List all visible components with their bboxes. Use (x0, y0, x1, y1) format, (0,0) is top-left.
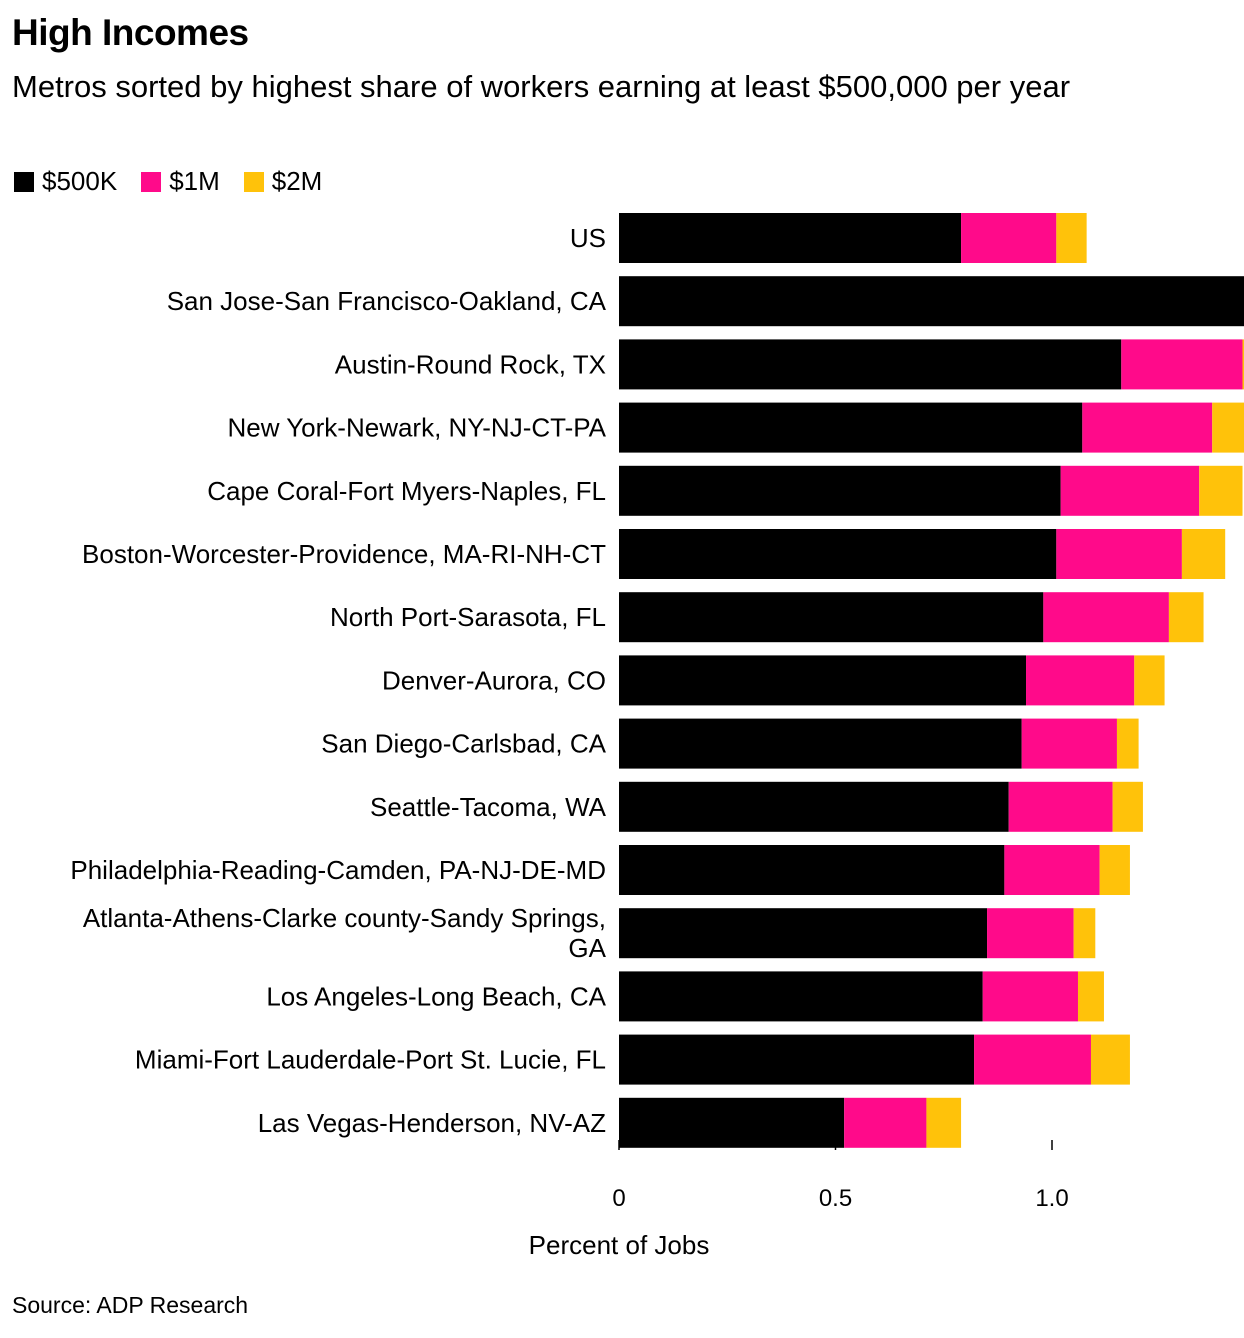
bar-2m-14 (926, 1097, 962, 1148)
category-label-1: San Jose-San Francisco-Oakland, CA (167, 286, 607, 316)
x-tick-label-1: 0.5 (819, 1185, 852, 1212)
bar-500k-1 (619, 276, 1244, 327)
bar-2m-11 (1073, 908, 1096, 959)
category-label-line: Cape Coral-Fort Myers-Naples, FL (207, 476, 606, 506)
category-label-line: Atlanta-Athens-Clarke county-Sandy Sprin… (83, 903, 606, 933)
chart-subtitle: Metros sorted by highest share of worker… (12, 69, 1071, 104)
bar-500k-5 (619, 529, 1057, 579)
category-label-line: US (570, 223, 606, 253)
bar-500k-6 (619, 592, 1044, 643)
category-label-line: North Port-Sarasota, FL (330, 602, 606, 632)
bar-2m-6 (1168, 592, 1204, 643)
x-axis-label: Percent of Jobs (529, 1230, 710, 1260)
bar-2m-2 (1242, 339, 1244, 390)
bar-1m-4 (1060, 465, 1200, 516)
bar-1m-12 (982, 971, 1078, 1022)
category-label-7: Denver-Aurora, CO (382, 665, 606, 695)
bar-2m-12 (1077, 971, 1104, 1022)
category-label-8: San Diego-Carlsbad, CA (321, 729, 606, 759)
category-label-line: Austin-Round Rock, TX (335, 349, 606, 379)
category-label-line: Los Angeles-Long Beach, CA (266, 981, 606, 1011)
category-label-line: Seattle-Tacoma, WA (370, 792, 607, 822)
legend-label-2m: $2M (271, 166, 323, 196)
bar-2m-9 (1112, 781, 1143, 832)
bar-1m-9 (1008, 781, 1113, 832)
bar-1m-3 (1082, 402, 1213, 453)
bar-2m-0 (1056, 213, 1087, 263)
x-tick-label-0: 0 (612, 1185, 625, 1212)
category-label-3: New York-Newark, NY-NJ-CT-PA (227, 413, 606, 443)
category-label-5: Boston-Worcester-Providence, MA-RI-NH-CT (82, 539, 606, 569)
bar-2m-5 (1181, 529, 1226, 579)
category-label-line: San Jose-San Francisco-Oakland, CA (167, 286, 607, 316)
legend-label-500k: $500K (42, 166, 118, 196)
category-label-0: US (570, 223, 606, 253)
bar-1m-11 (987, 908, 1074, 959)
category-label-line: Boston-Worcester-Providence, MA-RI-NH-CT (82, 539, 606, 569)
category-label-11: Atlanta-Athens-Clarke county-Sandy Sprin… (83, 903, 607, 963)
category-label-10: Philadelphia-Reading-Camden, PA-NJ-DE-MD (70, 855, 606, 885)
bar-2m-7 (1134, 655, 1165, 706)
category-label-13: Miami-Fort Lauderdale-Port St. Lucie, FL (135, 1045, 606, 1075)
bar-500k-7 (619, 655, 1027, 706)
chart-title: High Incomes (12, 12, 249, 53)
category-label-12: Los Angeles-Long Beach, CA (266, 981, 606, 1011)
bar-500k-13 (619, 1034, 975, 1085)
category-label-line: New York-Newark, NY-NJ-CT-PA (227, 413, 606, 443)
category-label-line: Miami-Fort Lauderdale-Port St. Lucie, FL (135, 1045, 606, 1075)
bar-500k-10 (619, 845, 1005, 895)
bar-500k-8 (619, 718, 1022, 769)
bar-500k-12 (619, 971, 983, 1022)
category-label-4: Cape Coral-Fort Myers-Naples, FL (207, 476, 606, 506)
bar-2m-3 (1212, 402, 1244, 453)
bar-500k-3 (619, 402, 1083, 453)
category-label-line: Philadelphia-Reading-Camden, PA-NJ-DE-MD (70, 855, 606, 885)
bar-500k-4 (619, 465, 1061, 516)
legend-item-2m: $2M (243, 166, 323, 197)
category-label-line: Las Vegas-Henderson, NV-AZ (258, 1108, 606, 1138)
category-label-line: San Diego-Carlsbad, CA (321, 729, 606, 759)
bar-2m-8 (1116, 718, 1139, 769)
bar-1m-0 (961, 213, 1057, 263)
legend-swatch-500k (14, 171, 34, 192)
bar-1m-6 (1043, 592, 1169, 643)
legend-swatch-2m (243, 171, 264, 192)
category-label-14: Las Vegas-Henderson, NV-AZ (258, 1108, 606, 1138)
bar-2m-10 (1099, 845, 1130, 895)
legend-swatch-1m (141, 171, 162, 192)
legend-item-500k: $500K (14, 166, 117, 197)
bar-1m-7 (1026, 655, 1135, 706)
category-label-9: Seattle-Tacoma, WA (370, 792, 607, 822)
bar-1m-14 (844, 1097, 927, 1148)
bar-500k-0 (619, 213, 962, 263)
source-note: Source: ADP Research (12, 1292, 249, 1318)
bar-500k-14 (619, 1097, 845, 1148)
bar-1m-10 (1004, 845, 1100, 895)
bar-1m-5 (1056, 529, 1182, 579)
bar-1m-2 (1121, 339, 1243, 390)
bar-500k-9 (619, 781, 1009, 832)
bar-2m-13 (1090, 1034, 1130, 1085)
bar-2m-4 (1199, 465, 1243, 516)
x-tick-label-2: 1.0 (1035, 1185, 1068, 1212)
category-label-line: Denver-Aurora, CO (382, 665, 606, 695)
legend: $500K $1M $2M (14, 166, 346, 197)
bar-1m-13 (974, 1034, 1091, 1085)
category-label-6: North Port-Sarasota, FL (330, 602, 606, 632)
bar-500k-2 (619, 339, 1122, 390)
bar-1m-8 (1021, 718, 1117, 769)
legend-label-1m: $1M (169, 166, 220, 196)
category-label-2: Austin-Round Rock, TX (335, 349, 606, 379)
category-label-line: GA (568, 933, 606, 963)
legend-item-1m: $1M (141, 166, 220, 197)
bar-500k-11 (619, 908, 988, 959)
